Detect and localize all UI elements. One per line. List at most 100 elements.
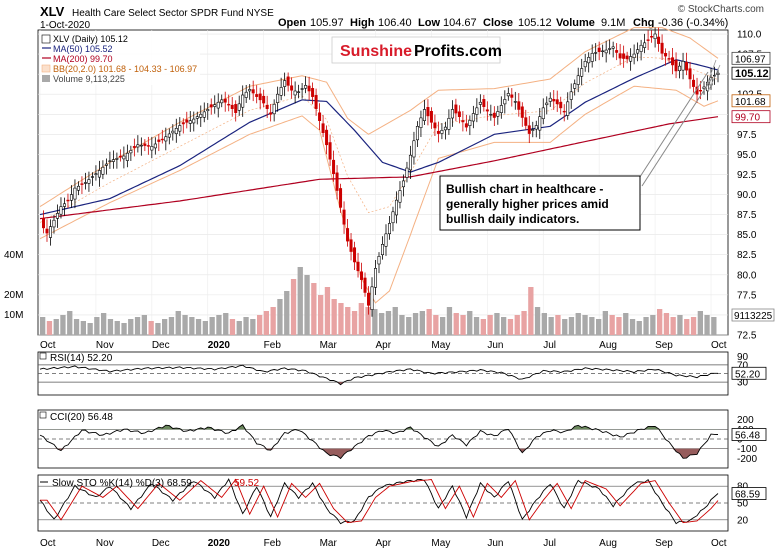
watermark-part1: Sunshine	[340, 43, 412, 60]
volume-tick-label: 20M	[4, 290, 23, 301]
candle-body	[629, 56, 633, 62]
candle-body	[251, 89, 255, 94]
volume-bar	[311, 283, 317, 335]
candle-body	[587, 56, 591, 64]
volume-bar	[392, 307, 398, 335]
volume-bar	[711, 317, 717, 335]
candle-body	[94, 173, 98, 175]
ma200-line	[39, 116, 719, 220]
volume-bar	[141, 315, 147, 335]
candle-body	[216, 101, 220, 109]
ohlc-chg-value: -0.36 (-0.34%)	[658, 17, 728, 29]
candle-body	[380, 244, 384, 256]
candle-body	[164, 136, 168, 142]
candle-body	[685, 61, 689, 71]
legend-bb: BB(20,2.0) 101.68 - 104.33 - 106.97	[53, 64, 197, 74]
volume-bar	[236, 321, 242, 335]
candle-body	[325, 129, 329, 146]
candle-body	[118, 155, 122, 158]
x-axis-labels-bottom: Oct Nov Dec 2020 Feb Mar Apr May Jun Jul Aug Sep Oct	[40, 538, 727, 549]
volume-bar	[351, 311, 358, 335]
ticker-symbol: XLV	[40, 4, 65, 19]
candle-body	[545, 102, 549, 106]
x-axis-label: Oct	[40, 340, 56, 351]
candle-body	[464, 123, 468, 128]
candle-body	[237, 103, 241, 111]
price-tick-label: 92.5	[737, 170, 757, 181]
annotation-line3: bullish daily indicators.	[446, 212, 579, 226]
volume-bar	[467, 311, 473, 335]
candle-body	[227, 103, 231, 106]
volume-bar	[528, 287, 534, 335]
x-axis-label: Aug	[599, 340, 617, 351]
x-axis-label: Jul	[543, 340, 556, 351]
candle-body	[199, 113, 203, 118]
candle-body	[534, 125, 538, 130]
price-tag-box	[731, 66, 771, 80]
indicator-line	[39, 364, 718, 386]
x-axis-label: Oct	[711, 340, 727, 351]
candle-body	[136, 144, 140, 148]
volume-bar	[358, 303, 364, 335]
volume-bar	[155, 323, 161, 335]
candle-body	[69, 194, 73, 201]
price-value-tags: 106.97 105.12 101.68 99.70	[731, 51, 771, 124]
candle-body	[311, 88, 315, 97]
volume-bar	[494, 313, 500, 335]
candle-body	[692, 79, 696, 87]
indicator-tick-label: -100	[737, 444, 757, 455]
candle-body	[335, 172, 339, 191]
candle-body	[45, 228, 49, 234]
candle-body	[213, 104, 217, 107]
x-axis-label: Apr	[376, 538, 392, 549]
candle-body	[363, 277, 367, 293]
volume-bar	[690, 317, 697, 335]
candle-body	[104, 163, 108, 166]
candle-body	[387, 223, 391, 235]
indicator-line	[39, 478, 719, 525]
candle-body	[443, 126, 447, 131]
volume-bars	[40, 267, 717, 335]
ohlc-open-label: Open	[278, 17, 306, 29]
candle-body	[699, 89, 703, 92]
price-tick-label: 85.0	[737, 230, 757, 241]
candle-body	[192, 118, 196, 124]
legend-ma200: MA(200) 99.70	[53, 54, 113, 64]
candle-body	[206, 109, 210, 112]
price-tick-label: 90.0	[737, 190, 757, 201]
volume-bar	[372, 309, 378, 335]
x-axis-label: Jun	[487, 538, 503, 549]
candle-body	[269, 112, 273, 115]
legend-price: XLV (Daily) 105.12	[53, 34, 128, 44]
candle-body	[314, 95, 318, 109]
candle-body	[506, 93, 510, 97]
x-axis-label: Mar	[320, 340, 338, 351]
volume-axis: 40M 20M 10M 9113225	[4, 250, 775, 322]
candle-body	[377, 256, 381, 265]
price-tag-label: 101.68	[735, 97, 766, 108]
x-axis-label: Sep	[655, 538, 673, 549]
trendline-1	[704, 59, 717, 91]
volume-bar	[46, 321, 53, 335]
volume-bar	[168, 317, 175, 335]
candle-body	[41, 218, 45, 229]
volume-bar	[629, 319, 636, 335]
volume-bar	[202, 321, 208, 335]
volume-bar	[94, 317, 100, 335]
candle-body	[122, 155, 126, 160]
candle-body	[527, 125, 531, 134]
fund-name: Health Care Select Sector SPDR Fund NYSE	[72, 8, 274, 19]
indicator-fill-positive	[40, 424, 718, 430]
candle-body	[412, 140, 416, 158]
candle-body	[188, 120, 192, 124]
candle-body	[660, 42, 664, 54]
candle-body	[66, 199, 70, 202]
bb-lower-line	[39, 85, 719, 304]
x-axis-label: Oct	[711, 538, 727, 549]
candle-body	[52, 219, 56, 228]
ohlc-high-label: High	[350, 17, 375, 29]
candle-body	[304, 85, 308, 89]
candle-body	[55, 213, 59, 219]
indicator-tick-label: 200	[737, 415, 754, 426]
